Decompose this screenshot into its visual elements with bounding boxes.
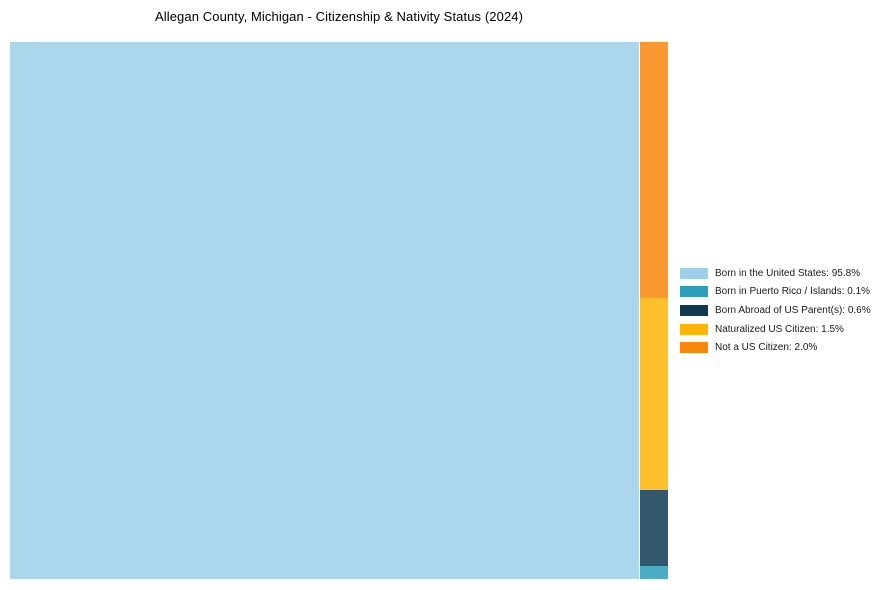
treemap-rect-born-in-the-united-states <box>10 42 639 579</box>
legend-swatch-born-abroad-of-us-parent-s <box>680 304 708 316</box>
legend-swatch-born-in-the-united-states <box>680 267 708 279</box>
legend-item-not-a-us-citizen: Not a US Citizen: 2.0% <box>680 338 871 357</box>
treemap-column <box>640 42 668 579</box>
legend-item-born-in-the-united-states: Born in the United States: 95.8% <box>680 264 871 283</box>
treemap-rect-not-a-us-citizen <box>640 42 668 298</box>
legend-label: Naturalized US Citizen: 1.5% <box>715 323 844 335</box>
treemap-rect-naturalized-us-citizen <box>640 297 668 490</box>
treemap-chart <box>10 42 668 579</box>
legend-label: Born Abroad of US Parent(s): 0.6% <box>715 304 871 316</box>
treemap-rect-born-abroad-of-us-parent-s <box>640 489 668 567</box>
legend-swatch-naturalized-us-citizen <box>680 323 708 335</box>
legend-item-naturalized-us-citizen: Naturalized US Citizen: 1.5% <box>680 320 871 339</box>
treemap-rect-born-in-puerto-rico-islands <box>640 566 668 579</box>
legend-swatch-born-in-puerto-rico-islands <box>680 286 708 298</box>
legend: Born in the United States: 95.8% Born in … <box>680 264 871 357</box>
legend-swatch-not-a-us-citizen <box>680 342 708 354</box>
legend-label: Born in Puerto Rico / Islands: 0.1% <box>715 286 871 298</box>
legend-label: Not a US Citizen: 2.0% <box>715 342 818 354</box>
legend-item-born-in-puerto-rico-islands: Born in Puerto Rico / Islands: 0.1% <box>680 283 871 302</box>
legend-label: Born in the United States: 95.8% <box>715 267 861 279</box>
legend-item-born-abroad-of-us-parent-s: Born Abroad of US Parent(s): 0.6% <box>680 301 871 320</box>
chart-title: Allegan County, Michigan - Citizenship &… <box>154 9 524 24</box>
